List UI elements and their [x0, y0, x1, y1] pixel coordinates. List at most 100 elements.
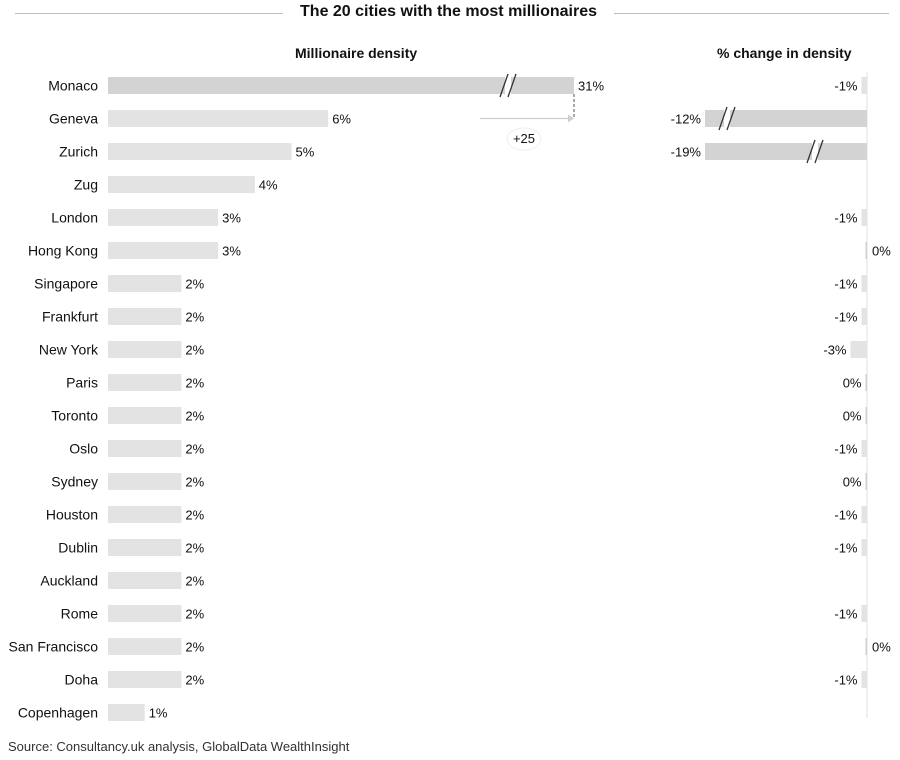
change-break-marks	[718, 106, 736, 131]
change-bar	[865, 638, 867, 655]
category-label: New York	[39, 342, 99, 358]
category-label: Rome	[61, 606, 99, 622]
density-bar	[108, 176, 255, 193]
category-label: Auckland	[40, 573, 98, 589]
density-break-marks	[499, 73, 517, 98]
density-bar	[108, 77, 574, 94]
change-value-label: -1%	[834, 607, 858, 622]
gap-badge	[506, 127, 542, 151]
change-value-label: -12%	[671, 112, 702, 127]
break-mark-stroke	[718, 106, 728, 131]
density-bar	[108, 374, 182, 391]
density-value-label: 2%	[185, 343, 204, 358]
title-rule-right	[614, 13, 889, 14]
density-value-label: 2%	[185, 541, 204, 556]
density-value-label: 1%	[149, 706, 168, 721]
change-value-label: -3%	[823, 343, 847, 358]
density-column-title: Millionaire density	[295, 45, 418, 61]
change-column-title: % change in density	[717, 45, 852, 61]
density-bar	[108, 440, 182, 457]
change-bar	[705, 143, 867, 160]
density-bar	[108, 275, 182, 292]
category-label: Oslo	[69, 441, 98, 457]
bar-chart: Monaco 31% -1% Geneva 6% -12% Zurich 5% -19% Zug 4…	[9, 72, 891, 721]
change-value-label: -1%	[834, 541, 858, 556]
change-value-label: 0%	[843, 409, 862, 424]
density-bar	[108, 209, 219, 226]
change-bar	[861, 275, 867, 292]
break-mark-stroke	[507, 73, 517, 98]
break-gap	[724, 108, 730, 129]
category-label: Houston	[46, 507, 98, 523]
density-bar	[108, 242, 219, 259]
break-gap	[505, 75, 511, 96]
density-bar	[108, 704, 145, 721]
density-bar	[108, 506, 182, 523]
density-value-label: 31%	[578, 79, 604, 94]
density-value-label: 2%	[185, 607, 204, 622]
change-bar	[861, 671, 867, 688]
density-bar	[108, 605, 182, 622]
category-label: Dublin	[58, 540, 98, 556]
arrow-right-icon	[568, 114, 574, 123]
change-value-label: -1%	[834, 310, 858, 325]
change-bar	[865, 242, 867, 259]
category-label: San Francisco	[9, 639, 99, 655]
change-value-label: 0%	[872, 244, 891, 259]
break-gap	[812, 141, 818, 162]
category-label: Copenhagen	[18, 705, 98, 721]
density-value-label: 4%	[259, 178, 278, 193]
change-value-label: -1%	[834, 277, 858, 292]
density-bar	[108, 341, 182, 358]
change-bar	[861, 308, 867, 325]
density-value-label: 5%	[296, 145, 315, 160]
title-rule-left	[15, 13, 283, 14]
density-bar	[108, 473, 182, 490]
density-value-label: 3%	[222, 211, 241, 226]
change-bar	[861, 77, 867, 94]
density-bar	[108, 407, 182, 424]
change-bar	[705, 110, 867, 127]
change-value-label: 0%	[843, 475, 862, 490]
density-bar	[108, 539, 182, 556]
density-value-label: 2%	[185, 508, 204, 523]
gap-badge-label: +25	[513, 131, 535, 146]
chart-title: The 20 cities with the most millionaires	[300, 3, 597, 20]
density-value-label: 3%	[222, 244, 241, 259]
category-label: Paris	[66, 375, 98, 391]
density-value-label: 2%	[185, 574, 204, 589]
change-bar	[861, 440, 867, 457]
change-value-label: 0%	[872, 640, 891, 655]
density-value-label: 2%	[185, 310, 204, 325]
change-value-label: -1%	[834, 673, 858, 688]
change-value-label: -1%	[834, 79, 858, 94]
density-bar	[108, 638, 182, 655]
break-mark-stroke	[814, 139, 824, 164]
density-value-label: 6%	[332, 112, 351, 127]
category-label: Zurich	[59, 144, 98, 160]
change-break-marks	[806, 139, 824, 164]
change-value-label: -1%	[834, 508, 858, 523]
category-label: Doha	[65, 672, 99, 688]
density-bar	[108, 110, 329, 127]
break-mark-stroke	[806, 139, 816, 164]
density-bar	[108, 143, 292, 160]
density-bar	[108, 572, 182, 589]
change-bar	[861, 506, 867, 523]
density-value-label: 2%	[185, 277, 204, 292]
density-value-label: 2%	[185, 376, 204, 391]
category-label: Singapore	[34, 276, 98, 292]
density-value-label: 2%	[185, 442, 204, 457]
category-label: Sydney	[51, 474, 98, 490]
change-value-label: 0%	[843, 376, 862, 391]
category-label: Hong Kong	[28, 243, 98, 259]
break-mark-stroke	[499, 73, 509, 98]
change-bar	[865, 374, 867, 391]
density-value-label: 2%	[185, 475, 204, 490]
category-label: Monaco	[48, 78, 98, 94]
change-value-label: -1%	[834, 442, 858, 457]
category-label: Toronto	[51, 408, 98, 424]
density-value-label: 2%	[185, 409, 204, 424]
change-value-label: -19%	[671, 145, 702, 160]
change-value-label: -1%	[834, 211, 858, 226]
